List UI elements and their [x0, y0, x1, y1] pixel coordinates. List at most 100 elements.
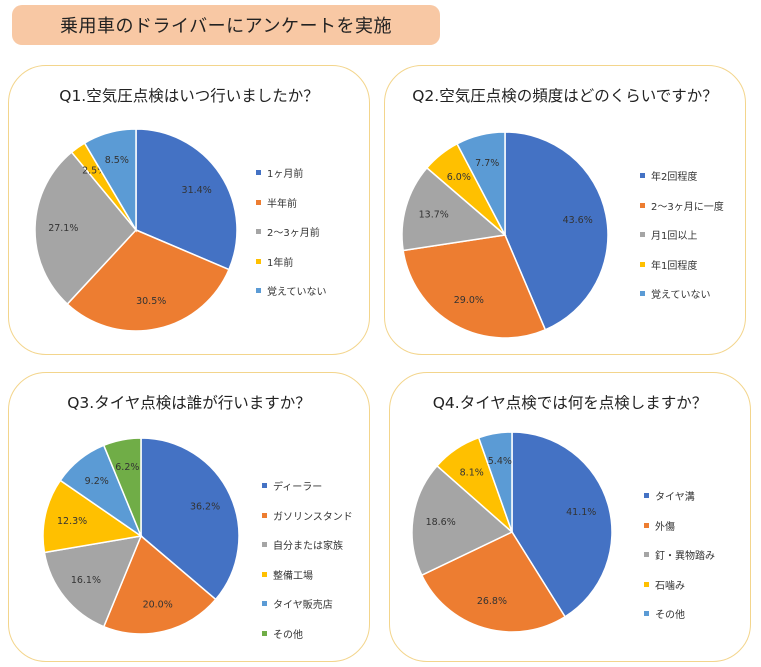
- legend-swatch: [262, 483, 267, 489]
- pie-slice: [135, 128, 238, 271]
- chart-title: Q3.タイヤ点検は誰が行いますか？: [67, 394, 311, 412]
- slice-value-label: 26.8%: [477, 596, 507, 607]
- chart-title: Q2.空気圧点検の頻度はどのくらいですか？: [412, 87, 718, 105]
- legend-swatch: [640, 291, 645, 297]
- pie-slice: [420, 531, 567, 633]
- legend-swatch: [262, 512, 267, 518]
- survey-title: 乗用車のドライバーにアンケートを実施: [60, 16, 392, 37]
- pie-slice: [102, 437, 142, 537]
- legend-label: タイヤ溝: [655, 492, 695, 504]
- legend-item: 自分または家族: [262, 530, 353, 560]
- pie-chart: 43.6% 29.0% 13.7% 6.0% 7.7%: [401, 131, 609, 339]
- slice-value-label: 36.2%: [190, 501, 220, 512]
- legend-label: 外傷: [655, 521, 675, 533]
- legend-swatch: [262, 571, 267, 577]
- legend-swatch: [644, 522, 649, 528]
- legend-swatch: [644, 552, 649, 558]
- legend-label: 年1回程度: [651, 260, 698, 272]
- pie-slice: [102, 534, 217, 635]
- slice-value-label: 2.5%: [82, 166, 106, 177]
- chart-legend: タイヤ溝外傷釘・異物踏み石噛みその他: [644, 481, 715, 629]
- chart-legend: 年2回程度 2～3ヶ月に一度 月1回以上年1回程度覚えていない: [640, 161, 724, 309]
- pie-slice: [456, 131, 506, 236]
- slice-value-label: 18.6%: [426, 517, 456, 528]
- legend-swatch: [644, 581, 649, 587]
- legend-swatch: [256, 170, 261, 176]
- legend-label: 整備工場: [273, 570, 313, 582]
- pie-slice: [42, 479, 143, 554]
- legend-label: ディーラー: [273, 482, 323, 494]
- slice-value-label: 29.0%: [454, 295, 484, 306]
- legend-label: 月1回以上: [651, 231, 698, 243]
- legend-item: 釘・異物踏み: [644, 540, 715, 570]
- legend-swatch: [640, 202, 645, 208]
- legend-item: 1ヶ月前: [256, 158, 327, 188]
- legend-label: その他: [273, 629, 303, 641]
- slice-value-label: 6.2%: [115, 462, 139, 473]
- slice-value-label: 13.7%: [419, 210, 449, 221]
- slice-value-label: 12.3%: [57, 516, 87, 527]
- legend-label: 半年前: [267, 198, 297, 210]
- pie-slice: [401, 166, 507, 252]
- pie-slice: [402, 234, 547, 339]
- legend-label: ガソリンスタンド: [273, 511, 353, 523]
- chart-title: Q1.空気圧点検はいつ行いましたか？: [59, 87, 319, 105]
- legend-item: 2～3ヶ月に一度: [640, 191, 724, 221]
- legend-label: 覚えていない: [651, 290, 711, 302]
- survey-header: 乗用車のドライバーにアンケートを実施: [12, 5, 440, 45]
- legend-item: 2～3ヶ月前: [256, 217, 327, 247]
- chart-legend: ディーラーガソリンスタンド 自分または家族 整備工場タイヤ販売店 その他: [262, 471, 353, 648]
- legend-swatch: [256, 199, 261, 205]
- pie-slice: [477, 431, 513, 533]
- legend-item: ガソリンスタンド: [262, 501, 353, 531]
- legend-label: 1年前: [267, 257, 294, 269]
- pie-chart: 31.4% 30.5% 27.1% 2.5%8.5%: [34, 128, 238, 332]
- slice-value-label: 8.5%: [105, 155, 129, 166]
- legend-label: 覚えていない: [267, 287, 327, 299]
- chart-panel-q1: Q1.空気圧点検はいつ行いましたか？ 31.4% 30.5% 27.1% 2.5% 8.…: [8, 65, 370, 355]
- legend-swatch: [262, 542, 267, 548]
- legend-swatch: [640, 232, 645, 238]
- slice-value-label: 9.2%: [85, 476, 109, 487]
- slice-value-label: 6.0%: [447, 172, 471, 183]
- pie-chart: 36.2% 20.0% 16.1% 12.3% 9.2% 6.2%: [42, 437, 240, 635]
- legend-item: 外傷: [644, 511, 715, 541]
- legend-item: 月1回以上: [640, 220, 724, 250]
- chart-legend: 1ヶ月前半年前 2～3ヶ月前 1年前覚えていない: [256, 158, 327, 306]
- chart-panel-q2: Q2.空気圧点検の頻度はどのくらいですか？ 43.6% 29.0% 13.7% 6.0…: [384, 65, 746, 355]
- slice-value-label: 16.1%: [71, 575, 101, 586]
- chart-title: Q4.タイヤ点検では何を点検しますか？: [432, 394, 708, 412]
- legend-label: 2～3ヶ月に一度: [651, 201, 724, 213]
- legend-item: タイヤ溝: [644, 481, 715, 511]
- legend-item: 覚えていない: [640, 279, 724, 309]
- legend-label: その他: [655, 610, 685, 622]
- legend-item: 整備工場: [262, 560, 353, 590]
- chart-panel-q3: Q3.タイヤ点検は誰が行いますか？ 36.2% 20.0% 16.1% 12.3% 9.…: [8, 372, 370, 662]
- slice-value-label: 5.4%: [488, 456, 512, 467]
- legend-swatch: [640, 173, 645, 179]
- legend-item: 覚えていない: [256, 276, 327, 306]
- pie-chart: 41.1% 26.8% 18.6% 8.1% 5.4%: [411, 431, 613, 633]
- pie-slice: [66, 229, 230, 332]
- pie-slice: [43, 535, 143, 628]
- legend-swatch: [262, 630, 267, 636]
- legend-label: 1ヶ月前: [267, 169, 304, 181]
- legend-swatch: [262, 601, 267, 607]
- legend-label: タイヤ販売店: [273, 600, 333, 612]
- legend-item: その他: [644, 599, 715, 629]
- legend-label: 2～3ヶ月前: [267, 228, 320, 240]
- legend-item: その他: [262, 619, 353, 649]
- legend-swatch: [256, 229, 261, 235]
- legend-label: 石噛み: [655, 580, 685, 592]
- legend-swatch: [644, 493, 649, 499]
- slice-value-label: 43.6%: [563, 215, 593, 226]
- pie-slice: [411, 464, 514, 577]
- slice-value-label: 20.0%: [143, 600, 173, 611]
- chart-panel-q4: Q4.タイヤ点検では何を点検しますか？ 41.1% 26.8% 18.6% 8.1% 5…: [389, 372, 751, 662]
- legend-item: 年2回程度: [640, 161, 724, 191]
- pie-slice: [83, 128, 137, 233]
- slice-value-label: 27.1%: [48, 223, 78, 234]
- legend-swatch: [256, 288, 261, 294]
- legend-label: 自分または家族: [273, 541, 343, 553]
- legend-swatch: [640, 261, 645, 267]
